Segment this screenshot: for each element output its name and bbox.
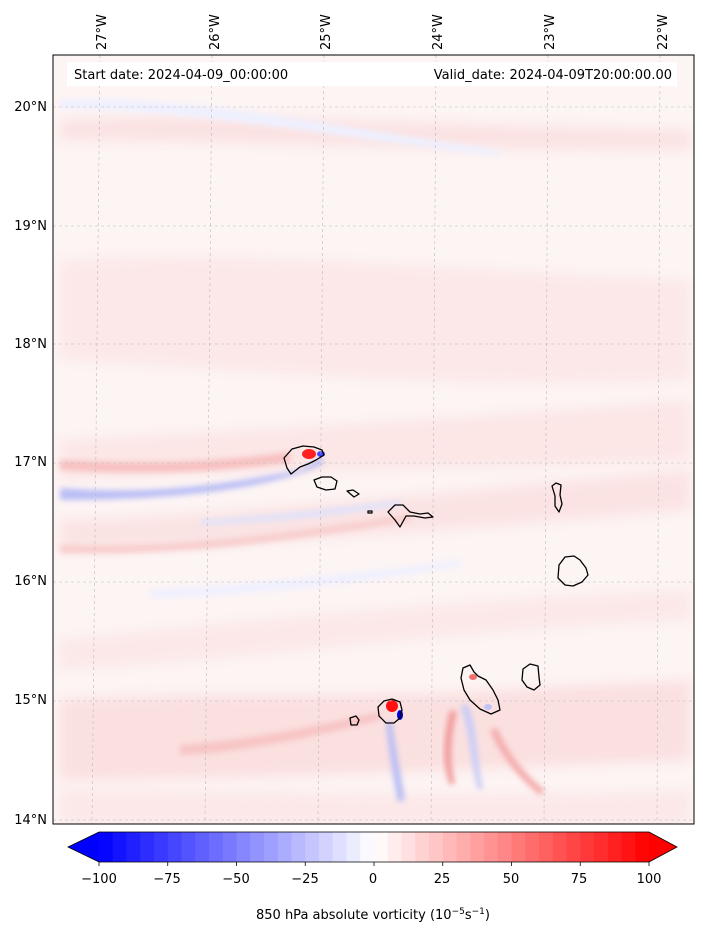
weak-positive-bands [60,116,690,824]
start-date-label: Start date: 2024-04-09_00:00:00 [74,68,288,83]
lat-label-14n: 14°N [14,813,47,828]
colorbar-segment [291,832,306,862]
colorbar-segment [154,832,169,862]
coastlines [283,445,589,726]
colorbar-segment [332,832,348,862]
colorbar-tick-m25: −25 [291,872,318,887]
island-maio [521,663,541,691]
colorbar-segment [552,832,568,862]
colorbar-segment [374,832,389,862]
island-boa-vista [557,555,589,587]
colorbar-segment [580,832,595,862]
colorbar-label-exp1: −5 [452,907,465,917]
lon-label-27w: 27°W [95,14,110,50]
colorbar-segment [209,832,224,862]
colorbar-tick-0: 0 [369,872,377,887]
colorbar-segment [429,832,444,862]
lon-label-25w: 25°W [319,14,334,50]
colorbar-tick-m75: −75 [153,872,180,887]
colorbar-segment [387,832,403,862]
lat-label-15n: 15°N [14,693,47,708]
latitude-labels: 20°N 19°N 18°N 17°N 16°N 15°N 14°N [14,100,47,828]
colorbar-segment [195,832,210,862]
colorbar-segment [126,832,141,862]
colorbar-segment [264,832,279,862]
colorbar-segment [470,832,485,862]
map-frame [52,54,695,825]
colorbar-segment [442,832,458,862]
colorbar-segment [360,832,375,862]
colorbar-segment [415,832,430,862]
colorbar-segment [594,832,609,862]
colorbar-segment [346,832,361,862]
colorbar-segment [250,832,265,862]
colorbar-segment [181,832,196,862]
colorbar-label-exp2: −1 [472,907,485,917]
colorbar-extend-low [68,832,99,862]
colorbar-segment [401,832,416,862]
colorbar-label: 850 hPa absolute vorticity (10−5s−1) [256,907,490,923]
colorbar-label-end: ) [485,908,490,923]
colorbar-tick-m50: −50 [222,872,249,887]
island-santo-antao [283,445,325,475]
colorbar-tick-m100: −100 [81,872,117,887]
island-sao-vicente [313,476,338,491]
lat-label-16n: 16°N [14,574,47,589]
colorbar-segment [635,832,650,862]
colorbar-segment [305,832,320,862]
island-sal [551,482,563,513]
valid-date-label: Valid_date: 2024-04-09T20:00:00.00 [434,68,672,83]
gridlines [53,55,694,824]
colorbar-ticks: −100 −75 −50 −25 0 25 50 75 100 [81,872,661,887]
colorbar-segment [525,832,540,862]
lat-label-18n: 18°N [14,337,47,352]
longitude-labels: 27°W 26°W 25°W 24°W 23°W 22°W [95,14,671,50]
lon-label-24w: 24°W [431,14,446,50]
lon-label-26w: 26°W [208,14,223,50]
colorbar-tick-75: 75 [571,872,588,887]
colorbar-segment [456,832,471,862]
colorbar-segment [511,832,526,862]
colorbar-label-mid: s [465,908,472,923]
island-raso [367,510,373,514]
colorbar-segment [484,832,499,862]
colorbar-segment [222,832,238,862]
colorbar-tick-25: 25 [434,872,451,887]
colorbar-extend-high [649,832,677,862]
colorbar-segment [607,832,623,862]
colorbar-segment [539,832,554,862]
colorbar-segment [566,832,581,862]
colorbar-segment [99,832,114,862]
southern-wake [180,674,545,802]
colorbar-segment [621,832,636,862]
header-box [67,62,677,86]
colorbar-segment [112,832,128,862]
island-santiago [460,664,501,715]
lon-label-23w: 23°W [543,14,558,50]
colorbar-segment [140,832,155,862]
weak-negative-bands [60,99,500,598]
lon-label-22w: 22°W [656,14,671,50]
colorbar-segment [497,832,513,862]
colorbar-segment [277,832,293,862]
colorbar-segment [319,832,334,862]
colorbar-segment [236,832,251,862]
colorbar-label-main: 850 hPa absolute vorticity (10 [256,908,452,923]
colorbar-tick-50: 50 [503,872,520,887]
lat-label-17n: 17°N [14,455,47,470]
island-sao-nicolau [387,504,434,528]
colorbar-segment [167,832,183,862]
colorbar [67,831,678,866]
vorticity-field [53,55,694,824]
island-brava [349,715,360,726]
lat-label-20n: 20°N [14,100,47,115]
colorbar-tick-100: 100 [637,872,662,887]
island-santa-luzia [346,489,360,498]
lat-label-19n: 19°N [14,219,47,234]
island-fogo [377,698,403,724]
